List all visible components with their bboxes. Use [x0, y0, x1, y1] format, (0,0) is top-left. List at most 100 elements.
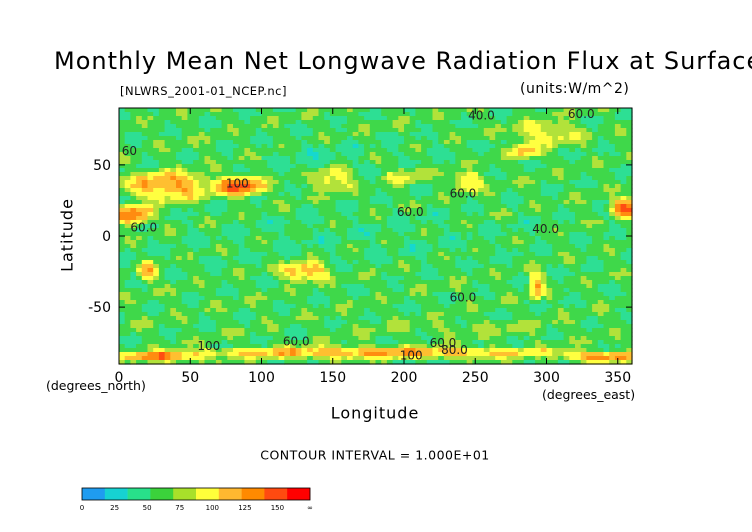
heatmap-cell [198, 120, 223, 125]
heatmap-cell [386, 176, 411, 181]
heatmap-cell [540, 160, 570, 165]
heatmap-cell [609, 140, 633, 145]
heatmap-cell [261, 192, 280, 197]
heatmap-cell [449, 120, 473, 125]
heatmap-cell [512, 112, 553, 117]
heatmap-cell [227, 356, 245, 361]
heatmap-cell [324, 268, 331, 273]
heatmap-cell [592, 176, 616, 181]
heatmap-cell [244, 192, 251, 197]
heatmap-cell [358, 348, 405, 353]
heatmap-cell [506, 280, 530, 285]
heatmap-cell [210, 176, 217, 181]
heatmap-cell [301, 252, 308, 257]
heatmap-cell [489, 288, 519, 293]
heatmap-cell [164, 272, 188, 277]
heatmap-cell [535, 136, 553, 141]
heatmap-cell [329, 268, 337, 273]
heatmap-cell [597, 152, 605, 157]
heatmap-cell [181, 180, 194, 185]
heatmap-cell [358, 228, 365, 233]
heatmap-cell [147, 116, 154, 121]
heatmap-cell [290, 160, 297, 165]
heatmap-cell [164, 308, 171, 313]
heatmap-cell [215, 348, 223, 353]
heatmap-cell [295, 316, 320, 321]
heatmap-cell [603, 160, 633, 165]
heatmap-cell [392, 228, 416, 233]
heatmap-cell [176, 168, 183, 173]
heatmap-cell [312, 148, 331, 153]
heatmap-cell [535, 280, 542, 285]
heatmap-cell [141, 272, 154, 277]
contour-label: 60.0 [130, 221, 157, 235]
heatmap-cell [426, 312, 445, 317]
heatmap-cell [466, 232, 473, 237]
heatmap-cell [580, 264, 605, 269]
heatmap-cell [119, 288, 143, 293]
heatmap-cell [312, 348, 320, 353]
heatmap-cell [518, 296, 530, 301]
heatmap-cell [592, 280, 610, 285]
heatmap-cell [569, 132, 582, 137]
heatmap-cell [244, 164, 268, 169]
heatmap-cell [592, 136, 599, 141]
heatmap-cell [352, 164, 377, 169]
heatmap-cell [335, 176, 348, 181]
heatmap-cell [301, 120, 331, 125]
heatmap-cell [404, 268, 411, 273]
heatmap-cell [466, 188, 479, 193]
heatmap-cell [500, 276, 513, 281]
heatmap-cell [529, 332, 536, 337]
heatmap-cell [506, 116, 525, 121]
heatmap-cell [404, 352, 422, 357]
heatmap-cell [335, 224, 354, 229]
heatmap-cell [518, 272, 525, 277]
heatmap-cell [404, 232, 422, 237]
heatmap-cell [215, 184, 223, 189]
heatmap-cell [290, 324, 302, 329]
heatmap-cell [307, 224, 314, 229]
heatmap-cell [563, 276, 582, 281]
heatmap-cell [449, 160, 456, 165]
heatmap-cell [301, 116, 314, 121]
heatmap-cell [415, 112, 434, 117]
heatmap-cell [358, 184, 394, 189]
heatmap-cell [512, 344, 525, 349]
heatmap-cell [136, 244, 149, 249]
colorbar-tick-label: 0 [80, 504, 84, 512]
heatmap-cell [535, 284, 542, 289]
heatmap-cell [580, 144, 587, 149]
heatmap-cell [398, 148, 416, 153]
heatmap-cell [358, 272, 377, 277]
heatmap-cell [284, 300, 308, 305]
heatmap-cell [449, 236, 456, 241]
heatmap-cell [375, 212, 394, 217]
heatmap-cell [181, 136, 188, 141]
heatmap-cell [529, 288, 536, 293]
heatmap-cell [563, 296, 582, 301]
heatmap-cell [198, 116, 217, 121]
heatmap-cell [461, 112, 468, 117]
heatmap-cell [472, 280, 479, 285]
heatmap-cell [500, 200, 525, 205]
heatmap-cell [238, 352, 268, 357]
heatmap-cell [443, 232, 462, 237]
heatmap-cell [381, 176, 388, 181]
heatmap-cell [409, 112, 416, 117]
heatmap-cell [552, 348, 587, 353]
heatmap-cell [307, 360, 320, 365]
heatmap-cell [586, 328, 593, 333]
heatmap-cell [495, 132, 519, 137]
heatmap-cell [483, 172, 508, 177]
heatmap-cell [176, 232, 188, 237]
heatmap-cell [546, 108, 565, 113]
heatmap-cell [210, 224, 217, 229]
heatmap-cell [193, 160, 206, 165]
heatmap-cell [312, 144, 320, 149]
heatmap-cell [267, 296, 308, 301]
heatmap-cell [415, 292, 422, 297]
heatmap-cell [187, 208, 194, 213]
colorbar-segment [264, 488, 288, 500]
heatmap-cell [255, 108, 274, 113]
